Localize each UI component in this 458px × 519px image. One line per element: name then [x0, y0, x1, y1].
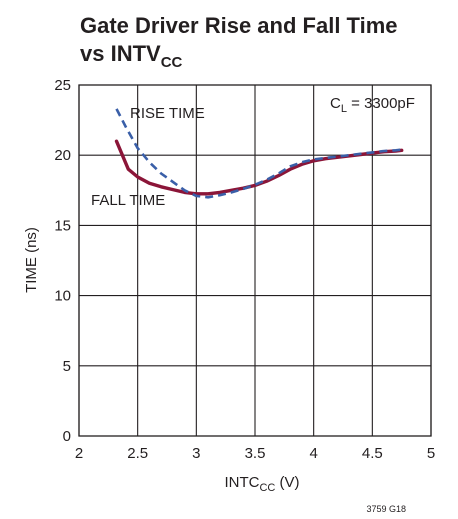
x-tick-label: 2: [75, 445, 83, 462]
rise-time-series-line: [115, 108, 402, 199]
y-tick-labels: 0 5 10 15 20 25: [54, 77, 71, 445]
x-tick-label: 3.5: [245, 445, 266, 462]
x-tick-labels: 2 2.5 3 3.5 4 4.5 5: [75, 445, 435, 462]
load-capacitance-annotation: CL = 3300pF: [330, 95, 415, 115]
x-tick-label: 4: [309, 445, 317, 462]
x-axis-label-unit: (V): [275, 474, 299, 491]
y-axis-label: TIME (ns): [23, 227, 40, 293]
chart-title-line1: Gate Driver Rise and Fall Time: [80, 13, 398, 38]
annotation-subscript: L: [341, 103, 347, 115]
x-axis-label: INTCCC (V): [224, 474, 299, 494]
annotation-main: C: [330, 95, 341, 112]
y-tick-label: 5: [63, 358, 71, 375]
fall-time-series-line: [114, 139, 404, 196]
y-tick-label: 15: [54, 217, 71, 234]
rise-time-label: RISE TIME: [130, 105, 205, 122]
chart-title-line2-subscript: CC: [161, 54, 183, 71]
chart-title-line2-main: vs INTV: [80, 41, 161, 66]
y-tick-label: 10: [54, 288, 71, 305]
x-tick-label: 3: [192, 445, 200, 462]
x-tick-label: 5: [427, 445, 435, 462]
y-tick-label: 25: [54, 77, 71, 94]
data-series: [114, 108, 404, 199]
y-tick-label: 20: [54, 147, 71, 164]
chart-title-line2: vs INTVCC: [80, 41, 183, 71]
annotation-value: = 3300pF: [347, 95, 415, 112]
fall-time-label: FALL TIME: [91, 192, 165, 209]
plot-frame: [78, 84, 432, 437]
y-tick-label: 0: [63, 428, 71, 445]
x-tick-label: 4.5: [362, 445, 383, 462]
x-tick-label: 2.5: [127, 445, 148, 462]
x-axis-label-main: INTC: [224, 474, 259, 491]
figure-id: 3759 G18: [366, 504, 406, 514]
x-axis-label-subscript: CC: [259, 482, 275, 494]
